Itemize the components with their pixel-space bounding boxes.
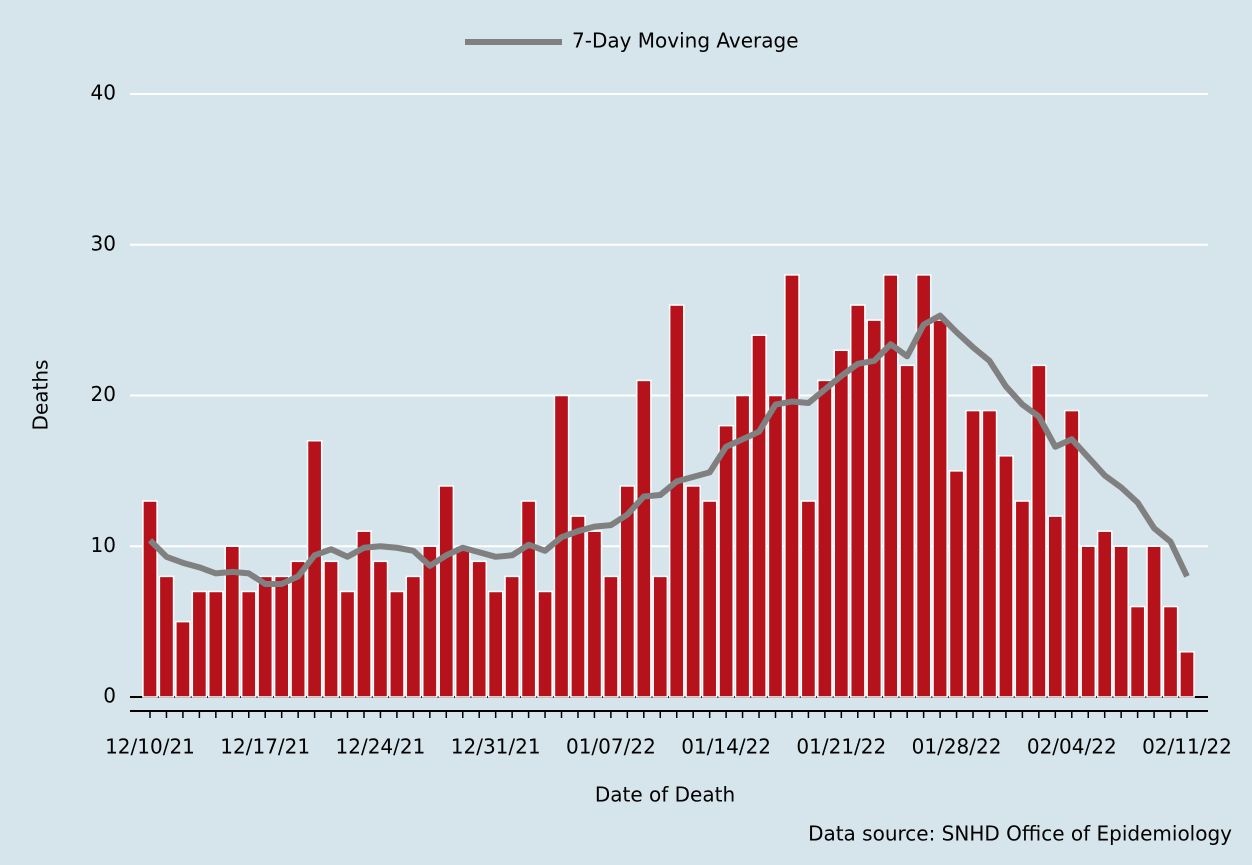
bar: [718, 424, 734, 698]
bar: [1063, 409, 1080, 698]
bar: [948, 470, 965, 698]
bar: [701, 500, 718, 698]
bar: [372, 560, 389, 698]
bar: [751, 334, 767, 698]
bar: [734, 394, 751, 698]
x-tick-label: 02/04/22: [1027, 735, 1117, 759]
bar: [784, 274, 800, 698]
x-tick-label: 12/17/21: [220, 735, 310, 759]
bar: [520, 500, 537, 698]
x-tick-label: 01/07/22: [566, 735, 656, 759]
bar: [981, 409, 998, 698]
bar: [504, 575, 520, 698]
bar: [899, 364, 916, 698]
bar: [487, 590, 504, 698]
bar: [1129, 605, 1146, 698]
bar: [603, 575, 619, 698]
bar: [882, 274, 899, 698]
bar: [224, 545, 241, 698]
x-tick-label: 01/14/22: [681, 735, 771, 759]
bar: [537, 590, 553, 698]
y-tick-label: 0: [103, 684, 116, 708]
bar: [1031, 364, 1047, 698]
bar: [652, 575, 669, 698]
bar: [142, 500, 158, 698]
bar: [290, 560, 306, 698]
bar: [1080, 545, 1097, 698]
bar: [767, 394, 784, 698]
x-tick-label: 01/28/22: [912, 735, 1002, 759]
bar: [833, 349, 850, 698]
bar: [1146, 545, 1162, 698]
x-axis-label: Date of Death: [595, 783, 735, 807]
bar: [866, 319, 883, 698]
bar: [158, 575, 175, 698]
bar: [1179, 651, 1195, 698]
bar: [619, 485, 636, 698]
x-tick-label: 12/10/21: [105, 735, 195, 759]
x-tick-label: 12/31/21: [451, 735, 541, 759]
x-tick-label: 12/24/21: [336, 735, 426, 759]
bar: [553, 394, 570, 698]
bar: [570, 515, 586, 698]
bar: [1047, 515, 1064, 698]
bar: [339, 590, 356, 698]
bar: [849, 304, 866, 698]
bar: [471, 560, 488, 698]
legend-label: 7-Day Moving Average: [572, 29, 799, 53]
bar: [356, 530, 372, 698]
y-tick-label: 20: [91, 382, 116, 406]
x-tick-label: 01/21/22: [796, 735, 886, 759]
y-tick-label: 10: [91, 533, 116, 557]
x-tick-label: 02/11/22: [1142, 735, 1232, 759]
bar: [1162, 605, 1179, 698]
bar: [998, 455, 1014, 698]
bar: [1113, 545, 1129, 698]
source-note: Data source: SNHD Office of Epidemiology: [808, 822, 1232, 846]
bar: [915, 274, 932, 698]
bar: [817, 379, 833, 698]
moving-average-line: [147, 312, 1190, 587]
y-tick-label: 30: [91, 231, 116, 255]
bar: [323, 560, 339, 698]
bar: [405, 575, 422, 698]
bar: [800, 500, 817, 698]
bar: [454, 545, 471, 698]
bar: [273, 575, 290, 698]
bar: [635, 379, 652, 698]
bar: [586, 530, 603, 698]
bar: [306, 439, 323, 698]
bar: [1014, 500, 1031, 698]
bar: [685, 485, 702, 698]
bar: [240, 590, 257, 698]
y-axis-label: Deaths: [29, 360, 53, 431]
bar: [1096, 530, 1113, 698]
bar: [965, 409, 981, 698]
bar: [438, 485, 455, 698]
y-tick-label: 40: [91, 81, 116, 105]
bar: [421, 545, 438, 698]
bar: [668, 304, 685, 698]
bar: [257, 575, 274, 698]
bar: [208, 590, 224, 698]
bar: [932, 319, 948, 698]
bar: [175, 620, 191, 698]
bar: [191, 590, 208, 698]
bar: [389, 590, 405, 698]
